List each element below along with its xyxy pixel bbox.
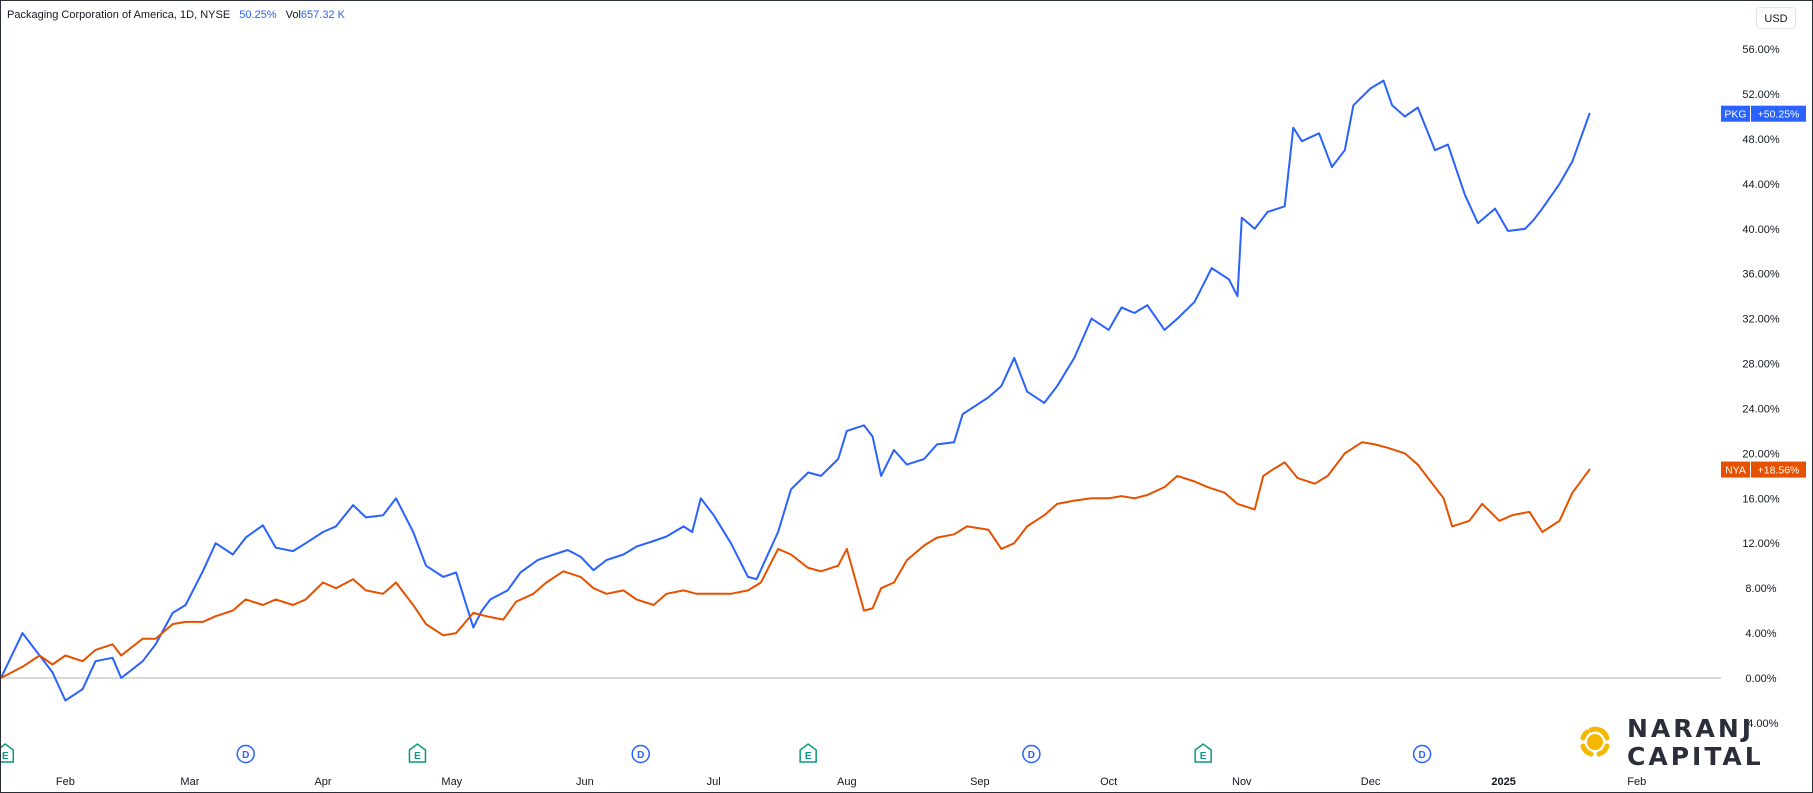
y-tick-label: 40.00% <box>1742 224 1780 236</box>
x-tick-label: Apr <box>314 776 331 788</box>
chart-header: Packaging Corporation of America, 1D, NY… <box>7 8 345 22</box>
y-tick-label: 20.00% <box>1742 448 1780 460</box>
x-tick-label: Jul <box>707 776 721 788</box>
series-last-value: +50.25% <box>1758 109 1800 121</box>
x-tick-label: Feb <box>56 776 75 788</box>
y-tick-label: 8.00% <box>1745 583 1776 595</box>
y-tick-label: 0.00% <box>1745 673 1776 685</box>
y-tick-label: 48.00% <box>1742 134 1780 146</box>
volume-value: 657.32 K <box>300 9 345 21</box>
svg-text:D: D <box>637 750 644 761</box>
y-tick-label: 28.00% <box>1742 359 1780 371</box>
svg-text:E: E <box>2 751 9 762</box>
series-line-nya[interactable] <box>1 441 1591 679</box>
volume-label: Vol <box>285 9 301 21</box>
y-tick-label: 16.00% <box>1742 493 1780 505</box>
x-tick-label: Feb <box>1627 776 1646 788</box>
x-tick-label: Nov <box>1232 776 1252 788</box>
series-name-label: NYA <box>1725 465 1746 477</box>
earnings-event-icon[interactable]: E <box>1 743 15 763</box>
svg-text:D: D <box>1418 750 1425 761</box>
last-value-tag-nya: NYA +18.56% <box>1721 461 1806 478</box>
symbol-title[interactable]: Packaging Corporation of America, 1D, NY… <box>7 9 231 21</box>
series-line-pkg[interactable] <box>1 79 1591 702</box>
svg-text:D: D <box>1028 750 1035 761</box>
x-tick-label: 2025 <box>1491 776 1515 788</box>
y-tick-label: 36.00% <box>1742 269 1780 281</box>
dividend-event-icon[interactable]: D <box>1022 744 1041 764</box>
dividend-event-icon[interactable]: D <box>236 744 255 764</box>
y-tick-label: 32.00% <box>1742 314 1780 326</box>
y-tick-label: 44.00% <box>1742 179 1780 191</box>
x-tick-label: Mar <box>180 776 199 788</box>
svg-text:E: E <box>414 751 421 762</box>
y-tick-label: 52.00% <box>1742 89 1780 101</box>
x-tick-label: Oct <box>1100 776 1117 788</box>
y-tick-label: 12.00% <box>1742 538 1780 550</box>
x-tick-label: May <box>441 776 462 788</box>
logo-line2: CAPITAL <box>1627 742 1764 771</box>
change-value: 50.25% <box>239 9 277 21</box>
dividend-event-icon[interactable]: D <box>631 744 650 764</box>
y-tick-label: 4.00% <box>1745 628 1776 640</box>
sun-logo-icon <box>1580 726 1610 757</box>
currency-button[interactable]: USD <box>1756 7 1796 29</box>
naranj-capital-logo: NARANJ CAPITAL <box>1580 714 1764 771</box>
svg-text:E: E <box>805 751 812 762</box>
dividend-event-icon[interactable]: D <box>1412 744 1432 764</box>
y-tick-label: -4.00% <box>1744 718 1779 730</box>
earnings-event-icon[interactable]: E <box>799 743 817 763</box>
earnings-event-icon[interactable]: E <box>1194 743 1212 763</box>
logo-line1: NARANJ <box>1627 714 1754 743</box>
last-value-tags: PKG +50.25% NYA +18.56% <box>1721 105 1806 478</box>
x-tick-label: Dec <box>1361 776 1381 788</box>
series-name-label: PKG <box>1724 109 1746 121</box>
earnings-event-icon[interactable]: E <box>408 743 427 763</box>
svg-text:D: D <box>242 750 249 761</box>
x-tick-label: Sep <box>970 776 990 788</box>
x-tick-label: Aug <box>837 776 857 788</box>
svg-text:E: E <box>1200 751 1207 762</box>
y-tick-label: 56.00% <box>1742 44 1780 56</box>
series-last-value: +18.56% <box>1758 465 1800 477</box>
y-tick-label: 24.00% <box>1742 403 1780 415</box>
x-tick-label: Jun <box>576 776 594 788</box>
y-axis[interactable]: 56.00% 52.00% 48.00% 44.00% 40.00% 36.00% 32.0… <box>1742 44 1780 730</box>
x-axis[interactable]: Feb Mar Apr May Jun Jul Aug Sep Oct Nov Dec 2025 Feb <box>56 776 1646 788</box>
series-layer <box>1 79 1591 702</box>
last-value-tag-pkg: PKG +50.25% <box>1721 105 1806 122</box>
